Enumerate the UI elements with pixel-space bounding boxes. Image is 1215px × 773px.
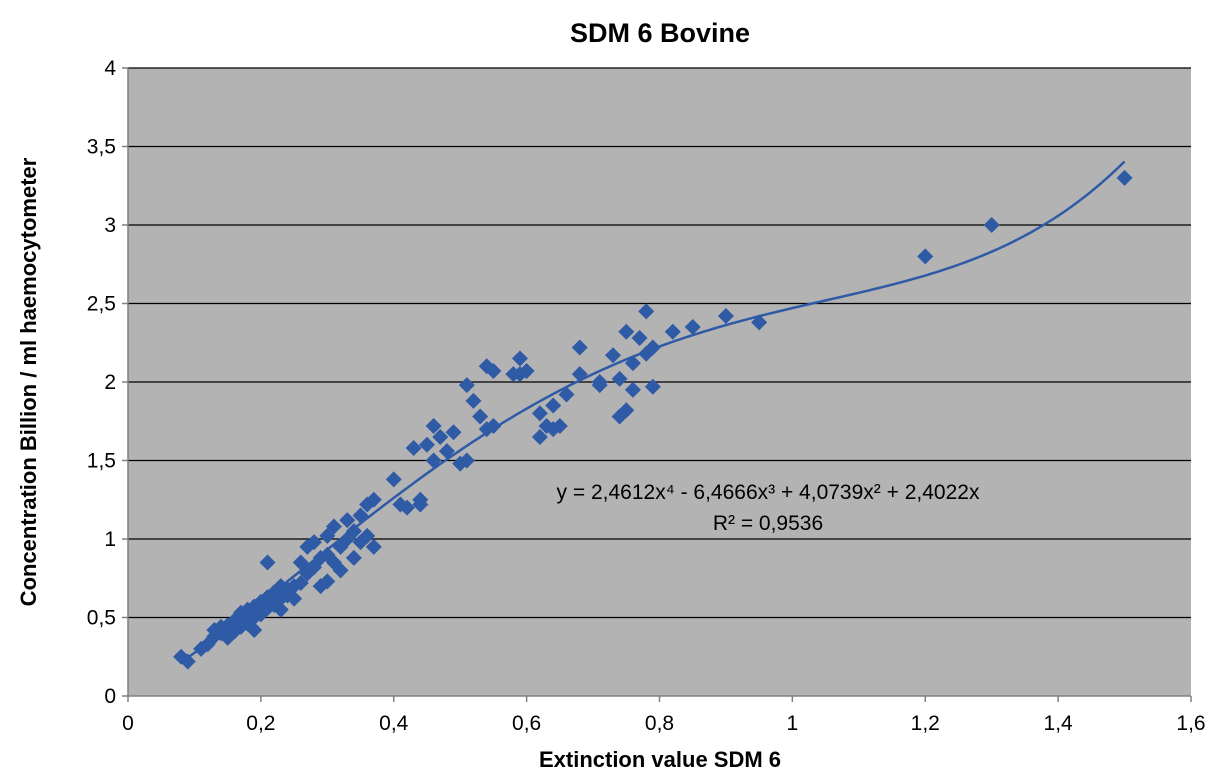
data-point <box>551 417 568 434</box>
data-point <box>405 439 422 456</box>
y-tick-label: 2,5 <box>87 293 116 316</box>
trendline-equation: y = 2,4612x⁴ - 6,4666x³ + 4,0739x² + 2,4… <box>557 481 980 504</box>
data-point <box>319 573 336 590</box>
data-point <box>425 417 442 434</box>
y-tick-label: 1 <box>104 528 116 551</box>
data-point <box>917 248 934 265</box>
y-tick-label: 4 <box>104 57 116 80</box>
data-point <box>983 217 1000 233</box>
y-tick-label: 1,5 <box>87 450 116 473</box>
data-point <box>1116 169 1133 186</box>
data-point <box>531 405 548 422</box>
data-point <box>306 559 323 576</box>
data-points <box>173 169 1133 670</box>
data-point <box>558 386 575 403</box>
data-point <box>385 471 402 488</box>
data-point <box>611 370 628 387</box>
data-point <box>339 512 356 529</box>
data-point <box>259 554 276 571</box>
data-point <box>604 347 621 364</box>
data-point <box>485 363 502 380</box>
x-tick-label: 1 <box>787 712 799 735</box>
x-axis-ticks: 0 0,2 0,4 0,6 0,8 1 1,2 1,4 1,6 <box>122 696 1206 735</box>
data-point <box>664 323 681 340</box>
data-point <box>352 507 369 524</box>
data-point <box>631 330 648 347</box>
data-point <box>392 496 409 513</box>
data-point <box>306 534 323 551</box>
x-tick-label: 0,8 <box>645 712 674 735</box>
x-tick-label: 0,2 <box>246 712 275 735</box>
data-point <box>618 323 635 340</box>
x-tick-label: 1,6 <box>1176 712 1205 735</box>
data-point <box>472 408 489 425</box>
data-point <box>359 527 376 544</box>
data-point <box>365 538 382 555</box>
chart-title: SDM 6 Bovine <box>570 18 750 48</box>
data-point <box>292 554 309 571</box>
data-point <box>286 590 303 607</box>
data-point <box>571 339 588 356</box>
data-point <box>432 428 449 445</box>
r-squared-label: R² = 0,9536 <box>713 512 823 535</box>
data-point <box>345 523 362 540</box>
data-point <box>292 574 309 591</box>
y-axis-ticks: 0 0,5 1 1,5 2 2,5 3 3,5 4 <box>87 57 128 708</box>
x-axis-label: Extinction value SDM 6 <box>539 747 781 772</box>
data-point <box>412 491 429 508</box>
data-point <box>684 319 701 336</box>
y-tick-label: 3,5 <box>87 136 116 159</box>
data-point <box>179 653 196 670</box>
data-point <box>246 598 263 615</box>
data-point <box>717 308 734 325</box>
data-point <box>418 436 435 453</box>
data-point <box>618 402 635 419</box>
data-point <box>511 350 528 367</box>
data-point <box>325 518 342 535</box>
x-tick-label: 0,4 <box>379 712 409 735</box>
x-tick-label: 1,4 <box>1044 712 1074 735</box>
x-tick-label: 0,6 <box>512 712 541 735</box>
data-point <box>485 417 502 434</box>
data-point <box>465 392 482 409</box>
data-point <box>246 622 263 639</box>
data-point <box>319 527 336 544</box>
data-point <box>591 377 608 394</box>
data-point <box>272 601 289 618</box>
data-point <box>345 549 362 566</box>
gridlines <box>128 67 1191 619</box>
y-tick-label: 2 <box>104 371 116 394</box>
data-point <box>518 363 535 380</box>
data-point <box>246 609 263 626</box>
data-point <box>624 381 641 398</box>
data-point <box>399 499 416 516</box>
data-point <box>624 355 641 372</box>
y-tick-label: 3 <box>104 214 116 237</box>
data-point <box>458 377 475 394</box>
data-point <box>438 443 455 460</box>
y-tick-label: 0 <box>104 685 116 708</box>
data-point <box>644 378 661 395</box>
data-point <box>425 452 442 469</box>
y-axis-label: Concentration Billion / ml haemocytomete… <box>16 157 41 606</box>
data-point <box>445 424 462 441</box>
data-point <box>365 491 382 508</box>
data-point <box>638 303 655 320</box>
data-point <box>751 314 768 331</box>
data-point <box>545 397 562 414</box>
data-point <box>571 366 588 383</box>
data-point <box>458 452 475 469</box>
data-point <box>332 562 349 579</box>
x-tick-label: 1,2 <box>911 712 940 735</box>
y-tick-label: 0,5 <box>87 607 116 630</box>
data-point <box>644 339 661 356</box>
x-tick-label: 0 <box>122 712 134 735</box>
data-point <box>531 428 548 445</box>
